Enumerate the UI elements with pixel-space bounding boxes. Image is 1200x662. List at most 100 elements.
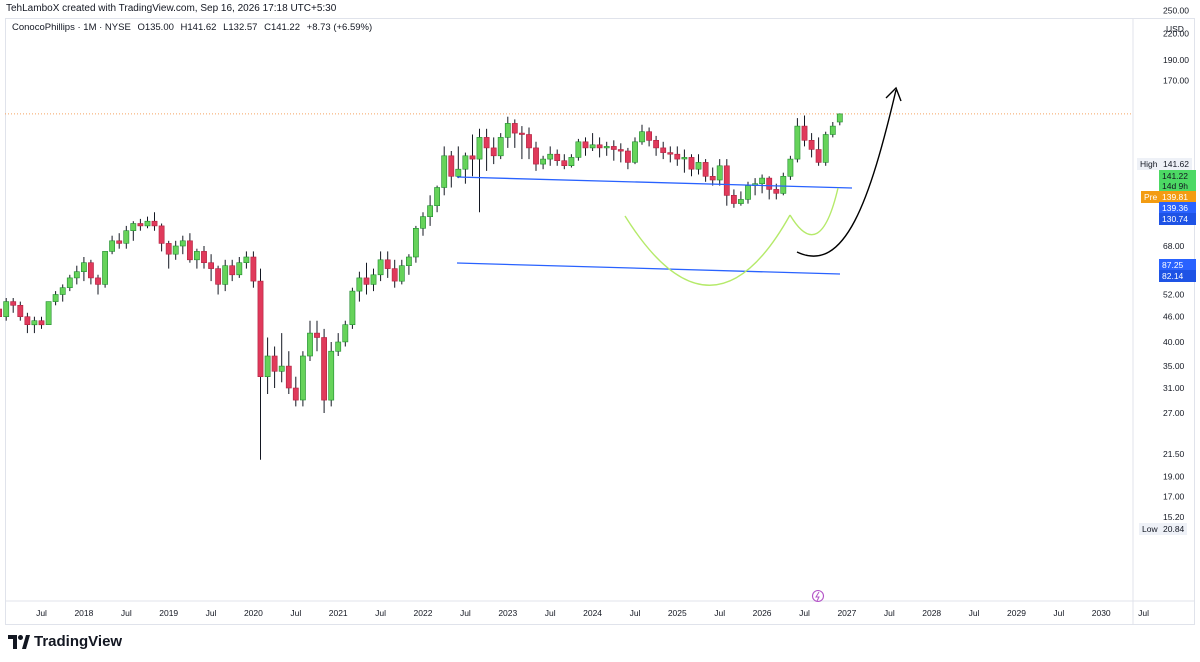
candle-down	[667, 152, 674, 155]
tradingview-wordmark: TradingView	[34, 633, 123, 650]
candle-down	[617, 149, 624, 152]
candle-up	[398, 265, 405, 282]
price-tick-label: 190.00	[1163, 55, 1189, 65]
lower-channel-line	[456, 262, 841, 275]
candle-down	[723, 165, 730, 196]
ohlc-open: O135.00	[137, 22, 174, 33]
candle-down	[158, 225, 165, 244]
level-tag-3: 87.25	[1159, 259, 1196, 271]
candle-down	[688, 157, 695, 170]
chart-pane[interactable]	[5, 18, 1195, 625]
symbol-legend: ConocoPhillips · 1M · NYSE O135.00 H141.…	[12, 22, 376, 33]
ohlc-close: C141.22	[264, 22, 300, 33]
candle-up	[172, 245, 179, 255]
candle-up	[194, 251, 200, 261]
candle-up	[476, 137, 483, 160]
candle-up	[130, 223, 137, 231]
candle-up	[45, 301, 52, 326]
last-price-tag: 141.22	[1159, 170, 1196, 182]
time-tick-label: 2024	[583, 608, 602, 618]
candle-up	[603, 146, 610, 149]
currency-label: USD	[1166, 24, 1184, 34]
candle-up	[144, 220, 151, 227]
ohlc-change: +8.73 (+6.59%)	[306, 22, 373, 33]
low-value-tag: 20.84	[1160, 523, 1188, 535]
candle-down	[561, 160, 568, 166]
price-tick-label: 170.00	[1163, 75, 1189, 85]
candle-up	[66, 277, 73, 288]
price-tick-label: 17.00	[1163, 492, 1185, 502]
time-tick-label: 2020	[244, 608, 263, 618]
price-tick-label: 27.00	[1163, 408, 1185, 418]
candle-up	[377, 259, 384, 276]
candle-up	[695, 162, 702, 170]
candle-up	[462, 155, 469, 170]
projection-arrowhead	[885, 86, 902, 102]
candle-up	[427, 205, 433, 217]
candle-down	[187, 240, 193, 261]
candle-down	[815, 149, 822, 163]
tradingview-logo[interactable]: TradingView	[8, 633, 122, 650]
candle-up	[179, 240, 186, 247]
candle-down	[24, 316, 31, 326]
candle-up	[504, 123, 511, 138]
candle-down	[271, 355, 278, 372]
time-tick-label: 2019	[159, 608, 178, 618]
cup-curve	[624, 214, 791, 286]
time-tick-label: 2025	[668, 608, 687, 618]
candle-up	[52, 294, 59, 302]
time-tick-label: 2022	[414, 608, 433, 618]
candle-up	[264, 355, 271, 378]
candle-down	[88, 262, 94, 279]
candle-down	[469, 155, 476, 160]
upper-channel-line	[456, 176, 853, 189]
candle-down	[17, 304, 24, 317]
candle-down	[526, 134, 532, 149]
candle-down	[0, 308, 2, 317]
candle-down	[321, 337, 327, 401]
candle-up	[81, 262, 87, 273]
time-tick-label: Jul	[884, 608, 895, 618]
candle-up	[299, 355, 306, 401]
candle-up	[307, 332, 313, 357]
candle-down	[624, 150, 631, 163]
symbol-name[interactable]: ConocoPhillips · 1M · NYSE	[12, 22, 131, 33]
candle-up	[716, 165, 723, 181]
time-tick-label: Jul	[969, 608, 980, 618]
low-label-tag: Low	[1139, 523, 1161, 535]
candle-up	[759, 177, 765, 185]
cup-handle-curve	[789, 187, 839, 236]
time-tick-label: Jul	[799, 608, 810, 618]
ohlc-high: H141.62	[180, 22, 217, 33]
event-marker-icon	[811, 589, 825, 603]
time-tick-label: Jul	[1138, 608, 1149, 618]
time-tick-label: Jul	[714, 608, 725, 618]
candle-up	[356, 277, 363, 292]
candle-down	[511, 123, 518, 134]
candle-up	[3, 301, 10, 318]
ohlc-low: L132.57	[223, 22, 258, 33]
candle-down	[257, 280, 264, 378]
candle-down	[730, 195, 737, 204]
candle-down	[151, 220, 158, 227]
countdown-tag: 14d 9h	[1159, 180, 1196, 192]
time-tick-label: Jul	[545, 608, 556, 618]
candle-down	[646, 131, 652, 141]
candle-up	[412, 228, 419, 258]
candle-down	[773, 189, 780, 194]
price-tick-label: 35.00	[1163, 361, 1185, 371]
candle-up	[547, 153, 554, 160]
candle-up	[787, 158, 794, 177]
candle-down	[808, 140, 815, 150]
candle-down	[95, 277, 101, 285]
high-value-tag: 141.62	[1160, 158, 1192, 170]
candle-up	[31, 320, 38, 326]
candle-down	[363, 277, 370, 285]
candle-up	[328, 350, 335, 401]
candle-up	[222, 265, 229, 285]
candle-up	[836, 113, 843, 123]
time-tick-label: Jul	[375, 608, 386, 618]
candle-down	[533, 147, 539, 165]
pre-value-tag: 139.81	[1159, 191, 1196, 203]
